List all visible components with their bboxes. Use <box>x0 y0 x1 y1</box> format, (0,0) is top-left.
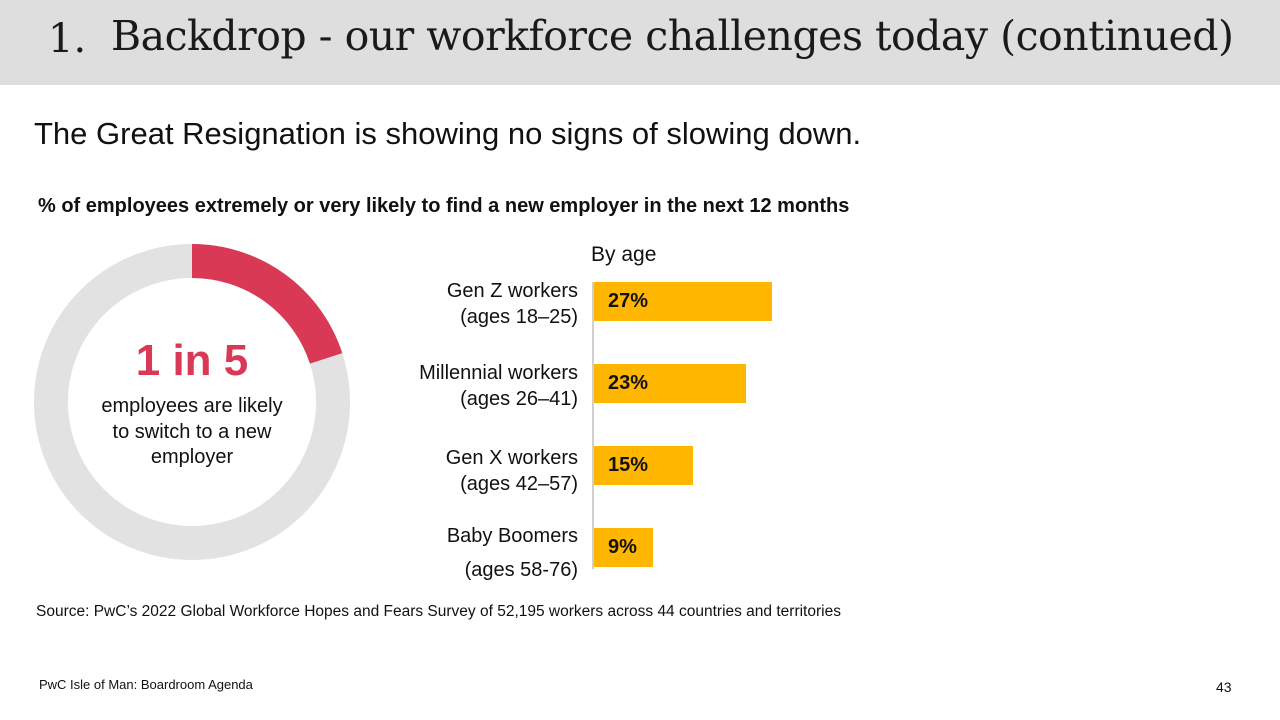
category-label-line: Millennial workers <box>419 362 578 384</box>
bar-1 <box>594 364 746 403</box>
category-label-line: (ages 26–41) <box>460 388 578 410</box>
footer-label: PwC Isle of Man: Boardroom Agenda <box>39 677 253 692</box>
section-number: 1. <box>48 16 87 62</box>
category-label-line: Baby Boomers <box>446 525 578 547</box>
category-label-line: Gen X workers <box>445 447 578 469</box>
bar-value-label-2: 15% <box>608 454 649 476</box>
bar-value-label-0: 27% <box>608 290 649 312</box>
category-label-line: (ages 58-76) <box>464 559 578 581</box>
category-label-2: Gen X workers (ages 42–57) <box>278 445 578 497</box>
donut-highlight-segment <box>191 244 343 365</box>
slide-subtitle: The Great Resignation is showing no sign… <box>34 116 862 151</box>
donut-chart <box>34 244 350 560</box>
category-label-0: Gen Z workers (ages 18–25) <box>278 278 578 330</box>
donut-text-line-2: to switch to a new <box>112 420 272 443</box>
bar-chart-axis <box>592 282 594 569</box>
donut-text-line-3: employer <box>150 446 234 468</box>
bar-value-label-1: 23% <box>608 372 649 394</box>
bar-3 <box>594 528 653 567</box>
category-label-3: Baby Boomers (ages 58-76) <box>278 523 578 583</box>
bar-2 <box>594 446 693 485</box>
source-note: Source: PwC’s 2022 Global Workforce Hope… <box>36 603 841 620</box>
donut-description: employees are likely to switch to a new … <box>34 394 350 471</box>
donut-headline: 1 in 5 <box>135 336 249 385</box>
bar-value-label-3: 9% <box>608 536 637 558</box>
category-label-1: Millennial workers (ages 26–41) <box>278 360 578 412</box>
category-label-line: Gen Z workers <box>446 280 578 302</box>
bar-chart-subtitle: By age <box>591 243 657 266</box>
category-label-line: (ages 18–25) <box>460 306 578 328</box>
page-number: 43 <box>1216 679 1232 695</box>
page-title: Backdrop - our workforce challenges toda… <box>111 12 1234 60</box>
bar-0 <box>594 282 772 321</box>
category-label-line: (ages 42–57) <box>460 473 578 495</box>
donut-text-line-1: employees are likely <box>101 395 283 417</box>
chart-title: % of employees extremely or very likely … <box>38 195 850 217</box>
title-band <box>0 0 1280 85</box>
